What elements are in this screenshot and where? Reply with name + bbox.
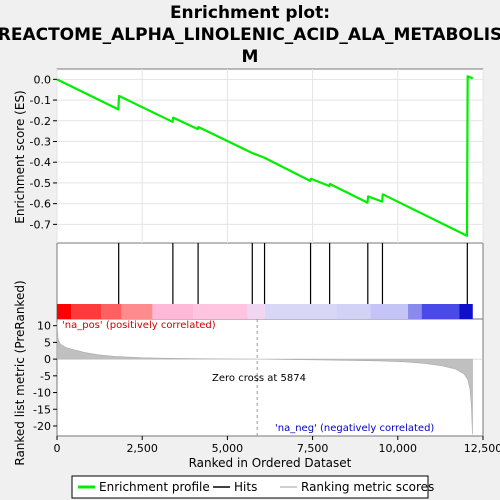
heat-strip-segment — [152, 304, 194, 319]
metric-y-tick-label: 5 — [44, 336, 51, 349]
metric-y-tick-label: -5 — [40, 370, 51, 383]
heat-strip-segment — [57, 304, 72, 319]
heat-strip-segment — [336, 304, 371, 319]
es-y-tick-label: -0.2 — [30, 115, 51, 128]
metric-y-tick-label: -10 — [33, 387, 51, 400]
es-y-axis: 0.0 -0.1 -0.2 -0.3 -0.4 -0.5 -0.6 -0.7 — [30, 73, 57, 231]
neg-annotation: 'na_neg' (negatively correlated) — [275, 423, 434, 434]
enrichment-profile-line — [56, 75, 474, 237]
es-y-tick-label: -0.4 — [30, 156, 51, 169]
enrichment-profile-layer — [56, 75, 474, 237]
heat-strip-segment — [71, 304, 102, 319]
es-y-tick-label: -0.6 — [30, 198, 51, 211]
metric-y-tick-label: 0 — [44, 353, 51, 366]
es-panel — [56, 68, 484, 244]
heat-strip-segment — [247, 304, 265, 319]
x-tick-label: 12,500 — [464, 442, 500, 455]
es-gridlines — [56, 69, 484, 243]
metric-y-tick-label: 10 — [37, 320, 51, 333]
hit-lines — [118, 243, 468, 304]
legend-label-enrichment: Enrichment profile — [99, 480, 210, 494]
metric-y-axis-label: Ranked list metric (PreRanked) — [13, 280, 27, 465]
es-y-tick-label: -0.3 — [30, 136, 51, 149]
heat-strip-segment — [370, 304, 409, 319]
zero-cross-annotation: Zero cross at 5874 — [212, 373, 306, 384]
title-line-2: REACTOME_ALPHA_LINOLENIC_ACID_ALA_METABO… — [0, 25, 500, 45]
metric-y-tick-label: -20 — [33, 420, 51, 433]
heat-strip-segment — [421, 304, 460, 319]
x-axis: 0 2,500 5,000 7,500 10,000 12,500 — [54, 436, 500, 455]
es-y-tick-label: -0.5 — [30, 177, 51, 190]
ranking-metric-series — [56, 322, 473, 435]
x-tick-label: 7,500 — [297, 442, 329, 455]
legend: Enrichment profile Hits Ranking metric s… — [71, 475, 434, 499]
x-axis-label: Ranked in Ordered Dataset — [189, 456, 352, 470]
legend-box — [71, 475, 429, 499]
es-y-tick-label: -0.1 — [30, 94, 51, 107]
x-tick-label: 2,500 — [126, 442, 158, 455]
es-y-tick-label: -0.7 — [30, 218, 51, 231]
metric-y-axis: 10 5 0 -5 -10 -15 -20 — [33, 320, 57, 433]
metric-panel — [56, 318, 484, 437]
es-y-axis-label: Enrichment score (ES) — [13, 90, 27, 223]
heat-strip-segment — [193, 304, 248, 319]
x-tick-label: 5,000 — [212, 442, 244, 455]
x-tick-label: 0 — [54, 442, 61, 455]
heat-strip-segment — [121, 304, 153, 319]
heat-strip-segment — [408, 304, 422, 319]
legend-label-ranking: Ranking metric scores — [301, 480, 434, 494]
title-line-3: M — [242, 47, 259, 67]
x-tick-label: 10,000 — [379, 442, 418, 455]
heat-strip-segment — [101, 304, 122, 319]
ranking-metric-area — [56, 319, 483, 436]
heat-strip-segment — [264, 304, 337, 319]
title-line-1: Enrichment plot: — [170, 3, 330, 23]
heat-strip — [57, 304, 473, 319]
pos-annotation: 'na_pos' (positively correlated) — [62, 320, 216, 331]
es-y-tick-label: 0.0 — [34, 73, 52, 86]
heat-strip-segment — [459, 304, 473, 319]
metric-y-tick-label: -15 — [33, 403, 51, 416]
legend-label-hits: Hits — [234, 480, 257, 494]
